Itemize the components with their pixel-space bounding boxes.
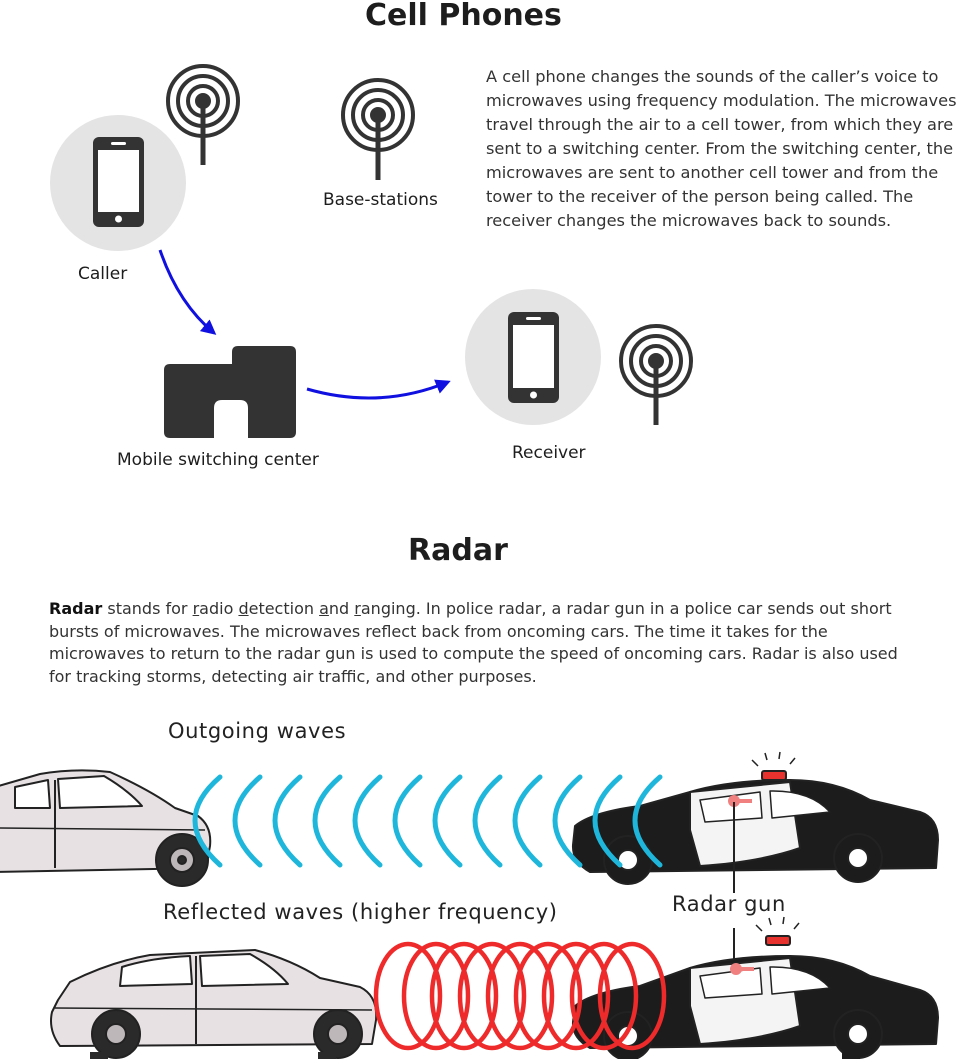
radar-gun-bottom [730,963,754,975]
receiver-phone-icon [465,289,601,425]
radar-title: Radar [408,533,508,568]
reflected-waves [373,941,667,1051]
outgoing-waves-label: Outgoing waves [168,719,347,743]
receiver-tower-icon [619,324,693,425]
caller-phone-icon [50,115,186,251]
cell-phone-description: A cell phone changes the sounds of the c… [486,67,957,230]
siren-rays-top [751,751,796,767]
radar-description: Radar stands for radio detection and ran… [49,599,898,686]
base-station-tower-icon [341,78,415,180]
switching-center-label: Mobile switching center [117,450,319,470]
caller-tower-icon [166,64,240,165]
radar-term: Radar [49,599,103,618]
base-stations-label: Base-stations [323,190,438,210]
civilian-car-top [0,769,212,887]
switching-center-icon [164,346,296,438]
radar-gun-top [728,795,752,807]
police-car-top [571,770,939,885]
radar-gun-label: Radar gun [672,892,786,916]
caller-to-switch-arrow [158,249,217,335]
outgoing-waves [192,774,663,868]
switch-to-receiver-arrow [306,379,451,400]
cell-phones-title: Cell Phones [365,0,562,33]
police-car-bottom [571,935,939,1059]
caller-label: Caller [78,264,128,284]
civilian-car-bottom [50,949,378,1059]
receiver-label: Receiver [512,443,586,463]
reflected-waves-label: Reflected waves (higher frequency) [163,900,558,924]
siren-rays-bottom [755,916,800,932]
